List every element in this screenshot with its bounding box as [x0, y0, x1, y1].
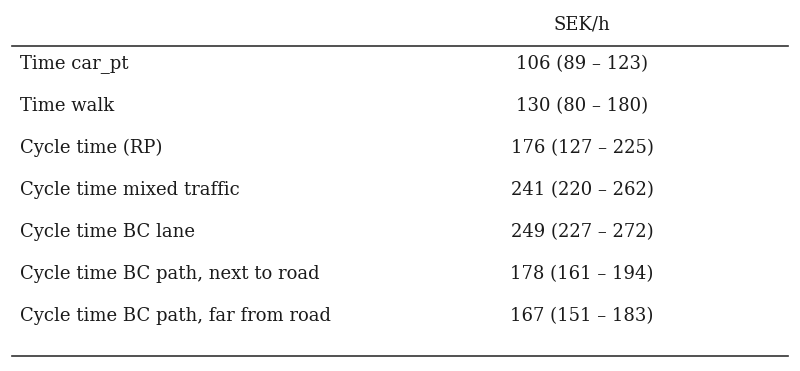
Text: 106 (89 – 123): 106 (89 – 123) — [516, 55, 648, 73]
Text: Time car_pt: Time car_pt — [20, 55, 129, 73]
Text: Cycle time BC path, far from road: Cycle time BC path, far from road — [20, 308, 331, 325]
Text: 176 (127 – 225): 176 (127 – 225) — [510, 139, 654, 157]
Text: Cycle time (RP): Cycle time (RP) — [20, 139, 162, 157]
Text: Cycle time mixed traffic: Cycle time mixed traffic — [20, 181, 240, 199]
Text: 167 (151 – 183): 167 (151 – 183) — [510, 308, 654, 325]
Text: SEK/h: SEK/h — [554, 15, 610, 33]
Text: 241 (220 – 262): 241 (220 – 262) — [510, 181, 654, 199]
Text: 130 (80 – 180): 130 (80 – 180) — [516, 97, 648, 115]
Text: Cycle time BC path, next to road: Cycle time BC path, next to road — [20, 265, 320, 283]
Text: Cycle time BC lane: Cycle time BC lane — [20, 223, 195, 241]
Text: Time walk: Time walk — [20, 97, 114, 115]
Text: 249 (227 – 272): 249 (227 – 272) — [510, 223, 654, 241]
Text: 178 (161 – 194): 178 (161 – 194) — [510, 265, 654, 283]
